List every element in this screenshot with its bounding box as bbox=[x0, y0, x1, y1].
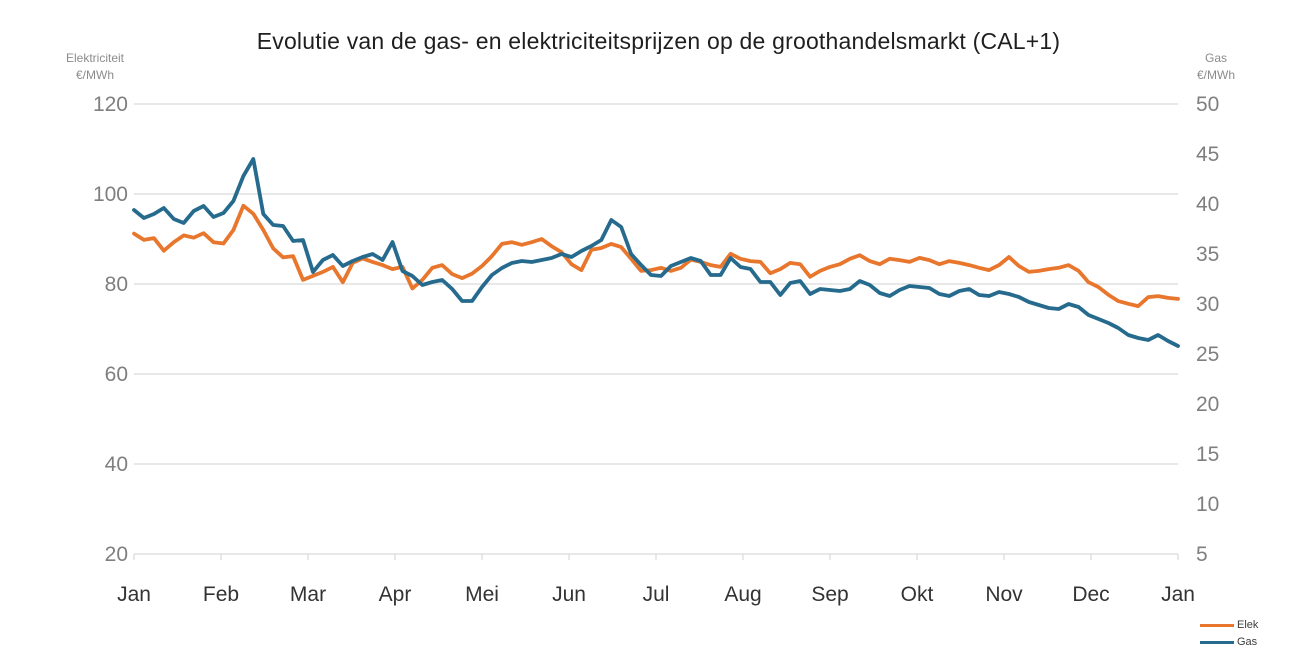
right-axis-tick-label: 35 bbox=[1196, 243, 1219, 266]
left-axis-tick-label: 100 bbox=[93, 183, 128, 206]
legend-gas-label: Gas bbox=[1237, 636, 1258, 648]
right-axis-tick-label: 10 bbox=[1196, 493, 1219, 516]
x-axis-month-label: Jan bbox=[1161, 583, 1195, 606]
x-axis-month-label: Okt bbox=[901, 583, 934, 606]
left-axis-tick-label: 60 bbox=[105, 363, 128, 386]
x-axis-month-label: Jan bbox=[117, 583, 151, 606]
legend-item-elek: Elek bbox=[1200, 619, 1258, 631]
x-axis-month-label: Jul bbox=[643, 583, 670, 606]
left-axis-tick-label: 120 bbox=[93, 93, 128, 116]
right-axis-tick-label: 5 bbox=[1196, 543, 1208, 566]
left-axis-header: Elektriciteit €/MWh bbox=[35, 50, 155, 84]
left-axis-unit: €/MWh bbox=[75, 68, 114, 82]
left-axis-tick-label: 20 bbox=[105, 543, 128, 566]
right-axis-tick-label: 50 bbox=[1196, 93, 1219, 116]
x-axis-month-label: Mar bbox=[290, 583, 326, 606]
right-axis-header: Gas €/MWh bbox=[1156, 50, 1276, 84]
chart-legend: Elek Gas bbox=[1200, 619, 1258, 648]
legend-item-gas: Gas bbox=[1200, 636, 1258, 648]
right-axis-unit: €/MWh bbox=[1196, 68, 1235, 82]
right-axis-tick-label: 15 bbox=[1196, 443, 1219, 466]
chart-title: Evolutie van de gas- en elektriciteitspr… bbox=[256, 28, 1061, 54]
right-axis-tick-label: 30 bbox=[1196, 293, 1219, 316]
x-axis-month-label: Dec bbox=[1072, 583, 1109, 606]
right-axis-name: Gas bbox=[1204, 51, 1227, 65]
x-axis-month-label: Apr bbox=[379, 583, 412, 606]
x-axis-month-label: Nov bbox=[985, 583, 1023, 606]
x-axis-month-label: Sep bbox=[811, 583, 848, 606]
right-axis-tick-label: 40 bbox=[1196, 193, 1219, 216]
elek-line bbox=[132, 203, 1180, 309]
legend-gas-swatch bbox=[1200, 640, 1234, 644]
right-axis-tick-label: 45 bbox=[1196, 143, 1219, 166]
x-axis-month-label: Feb bbox=[203, 583, 239, 606]
x-axis-month-label: Jun bbox=[552, 583, 586, 606]
right-axis-tick-label: 25 bbox=[1196, 343, 1219, 366]
left-axis-tick-label: 80 bbox=[105, 273, 128, 296]
left-axis-name: Elektriciteit bbox=[65, 51, 124, 65]
x-axis-month-label: Aug bbox=[724, 583, 761, 606]
legend-elek-label: Elek bbox=[1237, 619, 1259, 631]
right-axis-tick-label: 20 bbox=[1196, 393, 1219, 416]
left-axis-tick-label: 40 bbox=[105, 453, 128, 476]
gas-line bbox=[132, 157, 1180, 348]
legend-elek-swatch bbox=[1200, 623, 1234, 627]
x-axis-month-label: Mei bbox=[465, 583, 499, 606]
